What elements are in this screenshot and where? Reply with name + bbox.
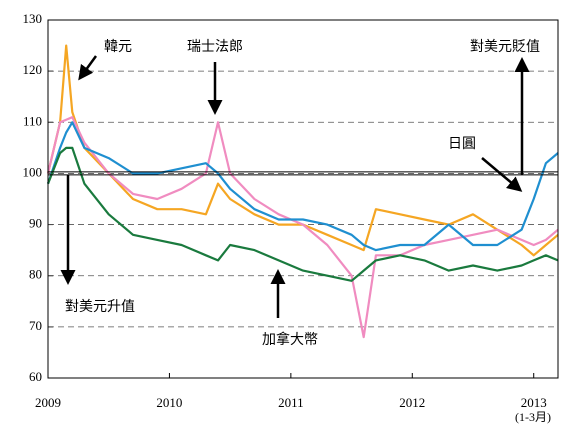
series-line — [46, 146, 559, 282]
annotation: 韓元 — [104, 39, 132, 55]
x-tick-label: 2013 — [521, 395, 547, 410]
y-tick-label: 120 — [23, 62, 43, 77]
plot-frame — [47, 19, 559, 379]
y-tick-label: 60 — [29, 369, 42, 384]
y-tick-label: 100 — [23, 164, 43, 179]
arrow — [78, 55, 98, 81]
y-tick-label: 80 — [29, 267, 42, 282]
y-tick-label: 70 — [29, 318, 42, 333]
series-line — [46, 44, 559, 257]
y-tick-label: 130 — [23, 11, 43, 26]
annotations — [60, 55, 530, 318]
y-tick-label: 110 — [23, 113, 42, 128]
annotation: 加拿大幣 — [262, 331, 318, 348]
annotation: 對美元升值 — [65, 299, 135, 315]
series-line — [46, 121, 559, 252]
x-tick-label: 2010 — [156, 395, 182, 410]
arrow — [481, 157, 523, 192]
x-tick-label: 2009 — [35, 395, 61, 410]
annotation: 對美元貶值 — [470, 39, 540, 55]
plot-area — [46, 19, 559, 379]
annotation: 日圓 — [448, 136, 476, 152]
annotation: (1-3月) — [515, 410, 551, 424]
annotation: 瑞士法郎 — [187, 39, 243, 55]
x-tick-label: 2012 — [399, 395, 425, 410]
x-tick-label: 2011 — [278, 395, 304, 410]
y-tick-label: 90 — [29, 216, 42, 231]
